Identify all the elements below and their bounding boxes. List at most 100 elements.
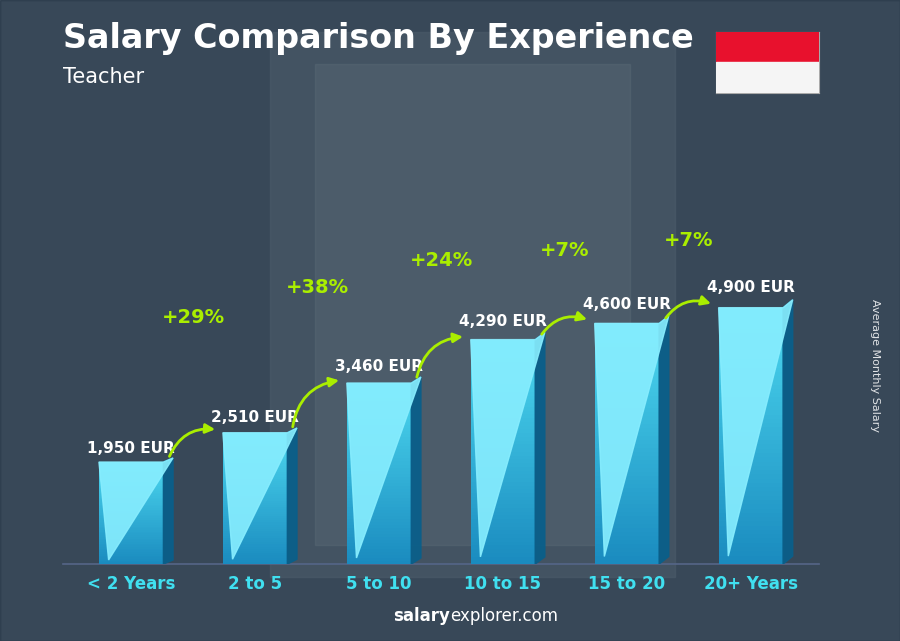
Bar: [346, 458, 411, 462]
Bar: [718, 359, 783, 363]
Bar: [471, 395, 536, 399]
Bar: [99, 491, 164, 493]
Bar: [99, 494, 164, 496]
Polygon shape: [536, 333, 544, 564]
Bar: [99, 510, 164, 512]
Bar: [99, 467, 164, 469]
Bar: [346, 537, 411, 540]
Bar: [471, 534, 536, 538]
Bar: [99, 518, 164, 520]
Text: 4,290 EUR: 4,290 EUR: [459, 313, 547, 329]
Bar: [471, 482, 536, 485]
Bar: [471, 508, 536, 512]
Bar: [223, 459, 287, 461]
Bar: [595, 440, 659, 444]
Bar: [346, 488, 411, 492]
Bar: [718, 440, 783, 444]
Bar: [718, 376, 783, 380]
Bar: [223, 483, 287, 485]
Polygon shape: [346, 377, 421, 558]
Bar: [223, 474, 287, 476]
Bar: [716, 32, 819, 63]
Bar: [471, 426, 536, 429]
Bar: [471, 385, 536, 388]
Bar: [718, 342, 783, 346]
Bar: [223, 444, 287, 446]
Bar: [718, 385, 783, 389]
Bar: [99, 540, 164, 542]
Bar: [223, 560, 287, 562]
Bar: [718, 419, 783, 423]
Bar: [718, 397, 783, 402]
Bar: [223, 454, 287, 457]
Text: salary: salary: [393, 607, 450, 625]
Bar: [223, 558, 287, 560]
Bar: [99, 497, 164, 499]
Bar: [595, 496, 659, 500]
Bar: [471, 515, 536, 519]
Bar: [223, 468, 287, 470]
Bar: [718, 457, 783, 462]
Bar: [223, 487, 287, 490]
Bar: [595, 560, 659, 564]
Bar: [471, 354, 536, 358]
Bar: [99, 462, 164, 463]
Bar: [223, 529, 287, 531]
Bar: [471, 478, 536, 482]
Bar: [471, 351, 536, 354]
Bar: [718, 333, 783, 338]
Bar: [99, 525, 164, 527]
Bar: [346, 422, 411, 425]
Bar: [346, 501, 411, 504]
Bar: [99, 506, 164, 508]
Bar: [223, 490, 287, 492]
Bar: [99, 469, 164, 470]
Bar: [99, 528, 164, 530]
Bar: [471, 470, 536, 474]
Bar: [718, 453, 783, 457]
Bar: [718, 526, 783, 530]
Bar: [471, 344, 536, 347]
Bar: [595, 431, 659, 436]
Bar: [595, 388, 659, 392]
Bar: [595, 544, 659, 548]
FancyArrowPatch shape: [292, 378, 336, 427]
Bar: [471, 497, 536, 501]
Bar: [346, 476, 411, 479]
Bar: [595, 339, 659, 344]
Bar: [99, 551, 164, 552]
Bar: [346, 386, 411, 389]
Bar: [471, 448, 536, 452]
Bar: [223, 505, 287, 507]
Bar: [718, 431, 783, 436]
Bar: [270, 32, 675, 577]
Bar: [99, 488, 164, 489]
Bar: [99, 537, 164, 538]
Polygon shape: [411, 377, 421, 564]
Bar: [595, 479, 659, 484]
Bar: [718, 543, 783, 547]
Bar: [595, 379, 659, 383]
Bar: [99, 561, 164, 562]
Bar: [346, 446, 411, 449]
Bar: [223, 470, 287, 472]
Bar: [99, 527, 164, 528]
Bar: [346, 519, 411, 522]
Bar: [346, 434, 411, 437]
Bar: [346, 497, 411, 501]
Bar: [595, 420, 659, 424]
Bar: [223, 461, 287, 463]
Bar: [718, 547, 783, 551]
Bar: [99, 559, 164, 561]
Bar: [223, 516, 287, 518]
Bar: [346, 401, 411, 404]
Bar: [718, 329, 783, 333]
Bar: [471, 542, 536, 545]
Bar: [471, 504, 536, 508]
Bar: [223, 494, 287, 496]
Bar: [595, 328, 659, 331]
Bar: [223, 512, 287, 513]
Bar: [471, 519, 536, 523]
Bar: [471, 440, 536, 444]
Bar: [718, 479, 783, 483]
